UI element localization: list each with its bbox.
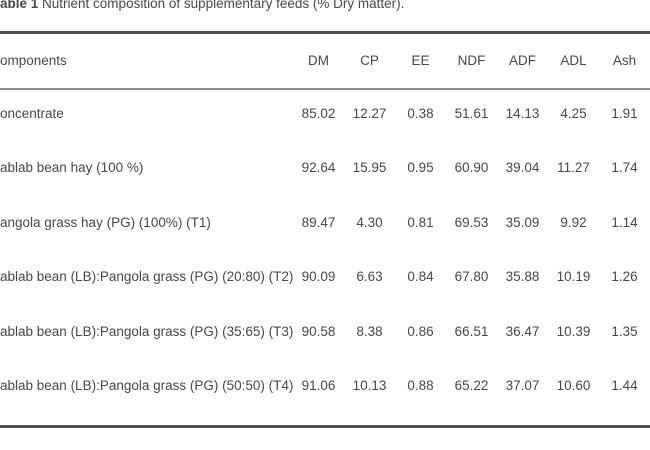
table-header-rule [0, 88, 650, 90]
cell-adl: 10.39 [556, 323, 591, 339]
cell-dm: 85.02 [301, 105, 336, 121]
table-caption-text: Nutrient composition of supplementary fe… [38, 0, 405, 11]
column-header-adl: ADL [560, 52, 587, 68]
cell-ee: 0.81 [407, 214, 434, 230]
cell-ndf: 51.61 [454, 105, 489, 121]
table-caption-number: able 1 [0, 0, 39, 11]
table-row: ablab bean (LB):Pangola grass (PG) (35:6… [0, 304, 650, 359]
cell-adf: 37.07 [505, 378, 540, 394]
table-bottom-rule [0, 425, 650, 428]
cell-dm: 91.06 [301, 378, 336, 394]
cell-ash: 1.26 [611, 269, 638, 285]
table-body: oncentrate 85.02 12.27 0.38 51.61 14.13 … [0, 86, 650, 413]
cell-ash: 1.35 [611, 323, 638, 339]
cell-adf: 35.88 [505, 269, 540, 285]
cell-ndf: 66.51 [454, 323, 489, 339]
cell-adl: 10.19 [556, 269, 591, 285]
cell-adf: 36.47 [505, 323, 540, 339]
cell-ee: 0.95 [407, 160, 434, 176]
row-label: ablab bean (LB):Pangola grass (PG) (20:8… [0, 269, 294, 285]
cell-cp: 4.30 [356, 214, 383, 230]
cell-cp: 10.13 [352, 378, 387, 394]
cell-ee: 0.88 [407, 378, 434, 394]
cell-adl: 10.60 [556, 378, 591, 394]
column-header-components: omponents [0, 52, 67, 68]
table-header-row: omponents DM CP EE NDF ADF ADL Ash [0, 40, 650, 80]
cell-cp: 6.63 [356, 269, 383, 285]
row-label: ablab bean (LB):Pangola grass (PG) (50:5… [0, 378, 294, 394]
cell-adl: 11.27 [557, 160, 590, 176]
cell-adf: 39.04 [505, 160, 540, 176]
cell-ash: 1.74 [611, 160, 638, 176]
table-caption: able 1 Nutrient composition of supplemen… [0, 0, 404, 13]
cell-adf: 14.13 [505, 105, 540, 121]
cell-cp: 12.27 [352, 105, 387, 121]
row-label: ablab bean hay (100 %) [0, 160, 144, 176]
cell-ndf: 65.22 [454, 378, 489, 394]
column-header-adf: ADF [509, 52, 536, 68]
cell-cp: 15.95 [352, 160, 387, 176]
table-row: ablab bean (LB):Pangola grass (PG) (50:5… [0, 359, 650, 414]
cell-ee: 0.84 [407, 269, 434, 285]
table-top-rule [0, 31, 650, 34]
cell-ndf: 67.80 [454, 269, 489, 285]
row-label: ablab bean (LB):Pangola grass (PG) (35:6… [0, 323, 294, 339]
cell-ndf: 60.90 [454, 160, 489, 176]
row-label: oncentrate [0, 105, 64, 121]
cell-adl: 9.92 [560, 214, 587, 230]
cell-ndf: 69.53 [454, 214, 489, 230]
column-header-dm: DM [308, 52, 329, 68]
table-row: ablab bean (LB):Pangola grass (PG) (20:8… [0, 250, 650, 305]
cell-cp: 8.38 [356, 323, 383, 339]
cell-ash: 1.44 [611, 378, 638, 394]
column-header-ee: EE [411, 52, 430, 68]
table-row: oncentrate 85.02 12.27 0.38 51.61 14.13 … [0, 86, 650, 141]
cell-dm: 90.58 [301, 323, 336, 339]
cell-ash: 1.14 [611, 214, 638, 230]
cell-adf: 35.09 [505, 214, 540, 230]
row-label: angola grass hay (PG) (100%) (T1) [0, 214, 211, 230]
column-header-ash: Ash [612, 52, 637, 68]
table-row: angola grass hay (PG) (100%) (T1) 89.47 … [0, 195, 650, 250]
cell-ash: 1.91 [611, 105, 638, 121]
cell-adl: 4.25 [560, 105, 587, 121]
column-header-ndf: NDF [457, 52, 486, 68]
cell-ee: 0.86 [407, 323, 434, 339]
column-header-cp: CP [360, 52, 379, 68]
cell-dm: 89.47 [301, 214, 336, 230]
cell-ee: 0.38 [407, 105, 434, 121]
cell-dm: 92.64 [301, 160, 336, 176]
table-row: ablab bean hay (100 %) 92.64 15.95 0.95 … [0, 141, 650, 196]
cell-dm: 90.09 [301, 269, 336, 285]
